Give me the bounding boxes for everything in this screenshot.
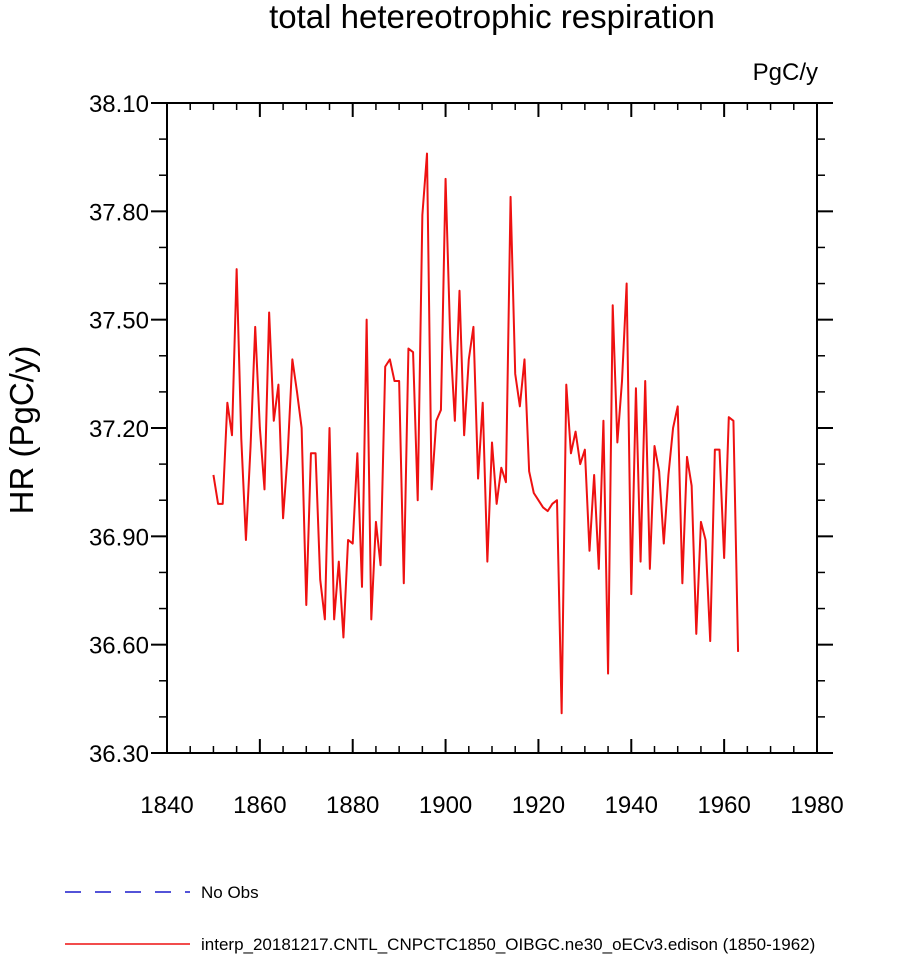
x-tick-label: 1980 (790, 792, 843, 819)
series-line-1 (212, 152, 740, 715)
y-tick-label: 36.30 (89, 741, 149, 768)
y-tick-labels: 36.30 36.60 36.90 37.20 37.50 37.80 38.10 (89, 91, 149, 768)
x-tick-label: 1920 (512, 792, 565, 819)
series-group (212, 152, 740, 715)
x-tick-label: 1940 (605, 792, 658, 819)
y-tick-label: 37.50 (89, 308, 149, 335)
units-label: PgC/y (753, 59, 818, 86)
y-tick-label: 36.90 (89, 524, 149, 551)
x-tick-label: 1900 (419, 792, 472, 819)
y-axis-label: HR (PgC/y) (3, 346, 40, 515)
x-tick-labels: 1840 1860 1880 1900 1920 1940 1960 1980 (140, 792, 843, 819)
legend-label-model: interp_20181217.CNTL_CNPCTC1850_OIBGC.ne… (201, 935, 815, 954)
y-tick-label: 38.10 (89, 91, 149, 118)
x-tick-label: 1880 (326, 792, 379, 819)
plot-frame (166, 102, 818, 754)
axis-ticks (151, 102, 833, 754)
chart-title: total hetereotrophic respiration (269, 0, 715, 35)
y-tick-label: 36.60 (89, 633, 149, 660)
x-tick-label: 1840 (140, 792, 193, 819)
legend-label-no-obs: No Obs (201, 883, 259, 902)
y-tick-label: 37.20 (89, 416, 149, 443)
x-tick-label: 1960 (697, 792, 750, 819)
legend: No Obs interp_20181217.CNTL_CNPCTC1850_O… (65, 883, 815, 954)
x-tick-label: 1860 (233, 792, 286, 819)
y-tick-label: 37.80 (89, 199, 149, 226)
